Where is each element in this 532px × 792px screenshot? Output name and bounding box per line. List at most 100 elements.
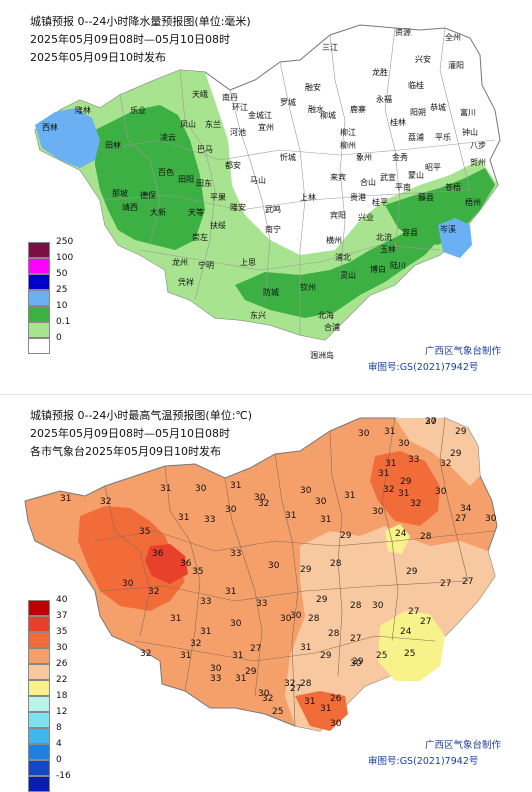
temp-value: 31: [304, 697, 315, 707]
svg-text:涠洲岛: 涠洲岛: [310, 350, 334, 360]
temp-value: 30: [350, 659, 362, 669]
temp-value: 27: [250, 644, 261, 654]
svg-text:柳州: 柳州: [340, 140, 356, 150]
svg-text:马山: 马山: [250, 175, 266, 185]
temp-legend-label: 18: [56, 691, 68, 701]
temp-value: 28: [330, 559, 342, 569]
temp-value: 29: [340, 531, 352, 541]
temp-value: 30: [122, 579, 134, 589]
svg-text:柳城: 柳城: [320, 110, 336, 120]
temp-value: 28: [420, 532, 432, 542]
svg-text:上林: 上林: [300, 192, 316, 202]
rain-legend-label: 25: [56, 285, 68, 295]
svg-text:北流: 北流: [376, 232, 392, 242]
rain-legend-swatch: [28, 306, 50, 322]
temp-value: 28: [328, 629, 340, 639]
rain-title: 城镇预报 0--24小时降水量预报图(单位:毫米): [30, 15, 251, 28]
svg-text:上思: 上思: [240, 258, 256, 267]
svg-text:三江: 三江: [322, 43, 338, 52]
svg-text:那坡: 那坡: [112, 188, 128, 198]
temp-legend-label: 37: [56, 611, 68, 621]
temp-value: 29: [455, 427, 467, 437]
rain-legend-label: 0: [56, 333, 62, 343]
svg-text:蒙山: 蒙山: [408, 170, 424, 180]
rain-period: 2025年05月09日08时—05月10日08时: [30, 33, 230, 46]
svg-text:贵港: 贵港: [350, 192, 366, 202]
svg-text:灌阳: 灌阳: [448, 60, 464, 70]
temp-value: 32: [258, 499, 269, 509]
rain-issue-time: 2025年05月09日10时发布: [30, 51, 166, 64]
temp-35-37-area-north: [370, 451, 440, 526]
temp-value: 35: [139, 527, 150, 537]
temp-value: 31: [378, 469, 389, 479]
temp-value: 31: [384, 427, 395, 437]
temp-value: 28: [300, 679, 312, 689]
temp-value: 31: [230, 481, 241, 491]
svg-text:都安: 都安: [225, 160, 241, 170]
temp-value: 31: [300, 643, 311, 653]
svg-text:来宾: 来宾: [330, 172, 346, 182]
svg-text:龙州: 龙州: [172, 257, 188, 267]
temp-legend-label: 8: [56, 723, 62, 733]
temp-value: 31: [160, 484, 171, 494]
svg-text:宁明: 宁明: [198, 260, 214, 270]
svg-text:南宁: 南宁: [265, 224, 281, 234]
svg-text:藤县: 藤县: [418, 192, 434, 202]
svg-text:宜州: 宜州: [258, 122, 274, 132]
temp-value: 30: [425, 417, 437, 427]
temp-value: 25: [272, 707, 283, 717]
svg-text:横州: 横州: [326, 235, 342, 245]
svg-text:平南: 平南: [395, 182, 411, 192]
svg-text:浦北: 浦北: [335, 252, 351, 262]
temp-value: 31: [320, 704, 331, 714]
svg-text:环江: 环江: [232, 103, 248, 112]
temp-map-number: 审图号:GS(2021)7942号: [368, 756, 479, 767]
temp-value: 34: [460, 504, 472, 514]
temp-legend-swatch: [28, 600, 50, 616]
svg-text:融水: 融水: [308, 104, 324, 114]
svg-text:罗城: 罗城: [280, 98, 296, 107]
svg-text:八步: 八步: [470, 141, 486, 150]
svg-text:宾阳: 宾阳: [330, 210, 346, 220]
svg-text:阳朔: 阳朔: [410, 107, 426, 117]
svg-text:平果: 平果: [210, 193, 226, 202]
rain-green-area-east: [385, 168, 495, 245]
temp-credit: 广西区气象台制作: [425, 740, 502, 751]
temp-value: 36: [152, 549, 164, 559]
temp-value: 30: [290, 611, 302, 621]
temp-value: 32: [410, 499, 421, 509]
temp-value: 31: [232, 651, 243, 661]
temp-value: 27: [455, 514, 466, 524]
rain-legend-swatch: [28, 242, 50, 258]
temp-legend-swatch: [28, 664, 50, 680]
temp-value: 28: [308, 614, 320, 624]
temp-value: 30: [225, 505, 237, 515]
temp-legend-swatch: [28, 712, 50, 728]
rainfall-forecast-panel: 西林 隆林 田林 乐业 天峨 南丹 凌云 凤山 东兰 环江 金城江 罗城 融水 …: [0, 0, 532, 395]
rain-legend-swatch: [28, 290, 50, 306]
svg-text:鹿寨: 鹿寨: [350, 104, 366, 114]
rain-legend-swatch: [28, 322, 50, 338]
svg-text:西林: 西林: [42, 122, 58, 132]
svg-text:贺州: 贺州: [470, 157, 486, 167]
temp-value: 30: [485, 514, 497, 524]
rain-green-area-west: [95, 105, 205, 250]
temp-value: 30: [195, 484, 207, 494]
rain-legend-label: 50: [56, 269, 68, 279]
svg-text:梧州: 梧州: [465, 197, 481, 207]
svg-text:柳江: 柳江: [340, 127, 356, 137]
svg-text:凌云: 凌云: [160, 132, 176, 142]
panel-divider: [0, 394, 532, 395]
svg-text:永福: 永福: [376, 94, 392, 104]
rain-legend-label: 0.1: [56, 317, 71, 327]
svg-text:兴安: 兴安: [415, 54, 431, 64]
temp-value: 29: [300, 565, 312, 575]
temp-value: 31: [385, 459, 396, 469]
temp-35-37-area-south: [295, 691, 348, 731]
temp-value: 25: [404, 649, 415, 659]
temp-value: 33: [200, 597, 211, 607]
temp-value: 24: [395, 529, 407, 539]
temp-legend-label: 26: [56, 659, 68, 669]
temp-value: 27: [420, 617, 431, 627]
